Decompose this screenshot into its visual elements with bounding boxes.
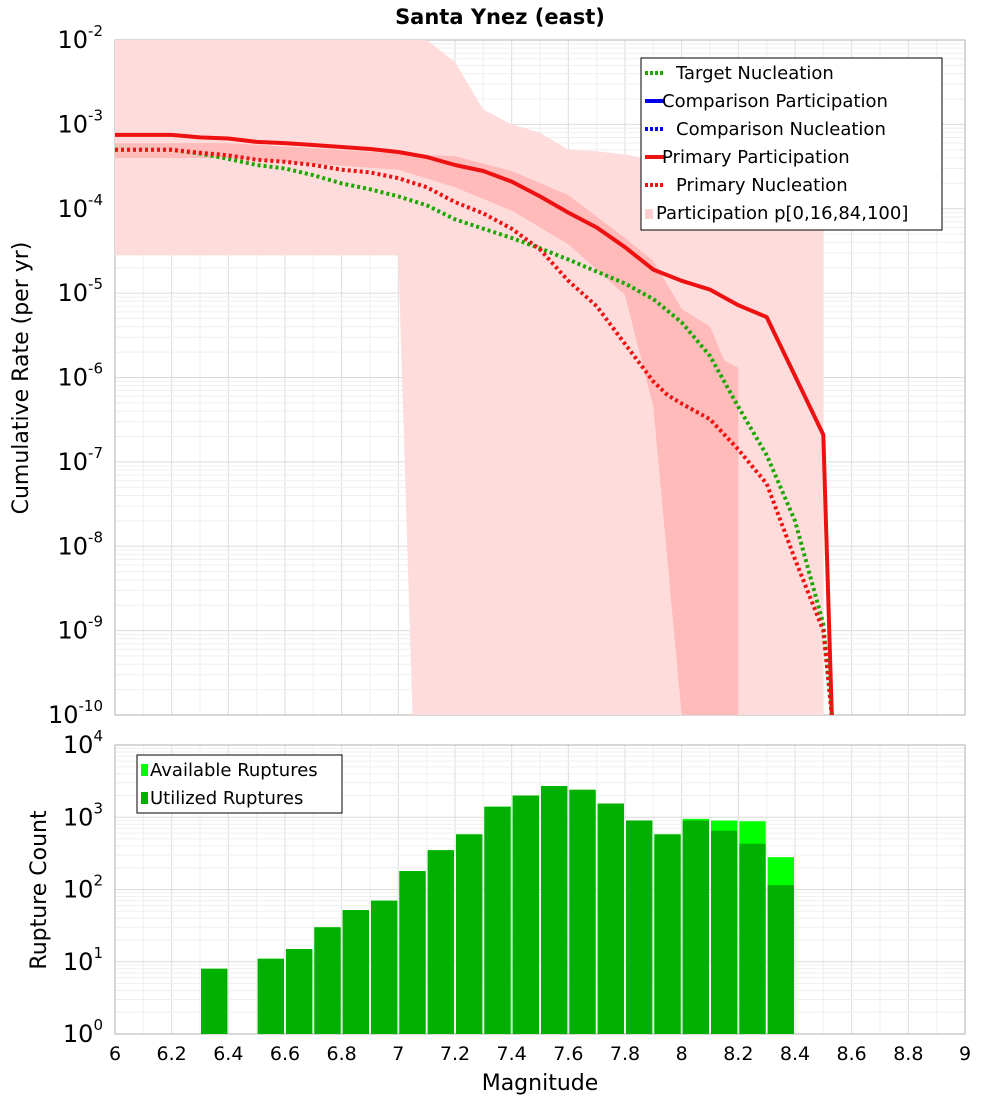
- legend-label: Comparison Participation: [662, 91, 888, 112]
- legend-item: Primary Participation: [645, 147, 850, 168]
- top-y-tick-label: 10-8: [57, 528, 103, 560]
- series-line-primary-participation: [115, 132, 834, 715]
- x-tick-label: 7.8: [610, 1043, 640, 1065]
- utilized-bar: [569, 789, 596, 1034]
- x-tick-label: 8: [676, 1043, 688, 1065]
- bottom-y-tick-label: 102: [63, 872, 103, 904]
- plot-frame: [114, 744, 966, 1035]
- legend-item: Target Nucleation: [645, 63, 834, 84]
- top-y-tick-label: 10-5: [57, 275, 103, 307]
- top-y-tick-label-exponent: -6: [88, 360, 103, 378]
- top-legend: Target Nucleation Comparison Participatio…: [640, 57, 943, 231]
- bottom-y-tick-label: 104: [63, 727, 103, 759]
- utilized-bar: [767, 885, 794, 1034]
- series-line-primary-nucleation: [115, 147, 834, 715]
- bottom-y-tick-label-exponent: 3: [93, 799, 103, 817]
- utilized-bar: [512, 795, 539, 1034]
- legend-label: Utilized Ruptures: [150, 788, 303, 809]
- bottom-y-tick-label-exponent: 2: [93, 872, 103, 890]
- bottom-y-tick-label-exponent: 1: [93, 944, 103, 962]
- legend-swatch: [141, 764, 148, 776]
- bottom-y-tick-label: 101: [63, 944, 103, 976]
- top-y-tick-label-exponent: -8: [88, 528, 103, 546]
- x-tick-label: 6.4: [213, 1043, 243, 1065]
- utilized-bar: [711, 830, 738, 1034]
- utilized-bar: [541, 786, 568, 1034]
- utilized-bar: [626, 820, 653, 1034]
- legend-item: Participation p[0,16,84,100]: [645, 203, 908, 224]
- x-tick-label: 6.8: [327, 1043, 357, 1065]
- legend-label: Available Ruptures: [150, 760, 318, 781]
- top-y-tick-label-exponent: -2: [88, 22, 103, 40]
- legend-item: Comparison Nucleation: [645, 119, 886, 140]
- x-tick-label: 6.2: [157, 1043, 187, 1065]
- legend-label: Target Nucleation: [675, 63, 834, 84]
- top-legend-box: [640, 57, 943, 231]
- utilized-bar: [371, 900, 398, 1034]
- utilized-bar: [739, 843, 766, 1034]
- utilized-bar: [597, 803, 624, 1034]
- utilized-bar: [286, 949, 313, 1034]
- utilized-bar: [201, 968, 228, 1034]
- top-y-tick-label: 10-4: [57, 191, 103, 223]
- x-tick-label: 7: [392, 1043, 404, 1065]
- utilized-bar: [399, 871, 426, 1034]
- bottom-y-tick-label-exponent: 4: [93, 727, 103, 745]
- x-tick-label: 8.6: [837, 1043, 867, 1065]
- top-y-axis-label: Cumulative Rate (per yr): [9, 242, 34, 515]
- legend-label: Primary Nucleation: [676, 175, 848, 196]
- bottom-y-tick-label: 100: [63, 1016, 103, 1048]
- bottom-y-axis-label: Rupture Count: [27, 810, 52, 970]
- utilized-bar: [314, 927, 341, 1034]
- x-tick-label: 6: [109, 1043, 121, 1065]
- bottom-legend-box: [136, 754, 343, 814]
- top-y-tick-label: 10-6: [57, 360, 103, 392]
- x-tick-label: 7.4: [497, 1043, 527, 1065]
- bottom-y-tick-label: 103: [63, 799, 103, 831]
- x-tick-label: 7.6: [553, 1043, 583, 1065]
- x-tick-label: 8.4: [780, 1043, 810, 1065]
- legend-swatch: [141, 792, 148, 804]
- x-tick-label: 6.6: [270, 1043, 300, 1065]
- legend-item: Primary Nucleation: [645, 175, 848, 196]
- x-tick-label: 7.2: [440, 1043, 470, 1065]
- bottom-legend: Available Ruptures Utilized Ruptures: [136, 754, 343, 814]
- top-y-tick-label: 10-3: [57, 106, 103, 138]
- legend-label: Primary Participation: [662, 147, 850, 168]
- x-tick-label: 8.2: [723, 1043, 753, 1065]
- top-y-tick-label-exponent: -10: [79, 697, 104, 715]
- x-tick-label: 8.8: [893, 1043, 923, 1065]
- series-line-target-nucleation: [115, 147, 834, 715]
- utilized-bar: [342, 910, 369, 1034]
- top-y-tick-label-exponent: -4: [88, 191, 103, 209]
- top-y-tick-label-exponent: -7: [88, 444, 103, 462]
- legend-label: Comparison Nucleation: [676, 119, 886, 140]
- utilized-bar: [654, 834, 681, 1034]
- utilized-bar: [682, 820, 709, 1034]
- legend-item: Available Ruptures: [141, 760, 318, 781]
- top-y-tick-label: 10-2: [57, 22, 103, 54]
- utilized-bar: [257, 958, 284, 1034]
- x-tick-label: 9: [959, 1043, 971, 1065]
- top-y-tick-label: 10-9: [57, 613, 103, 645]
- top-y-tick-label: 10-7: [57, 444, 103, 476]
- top-y-tick-label-exponent: -3: [88, 106, 103, 124]
- legend-item: Utilized Ruptures: [141, 788, 303, 809]
- top-y-tick-label-exponent: -9: [88, 613, 103, 631]
- chart-title: Santa Ynez (east): [395, 5, 605, 29]
- utilized-bar: [456, 834, 483, 1034]
- bottom-y-tick-label-exponent: 0: [93, 1016, 103, 1034]
- utilized-bar: [427, 850, 454, 1034]
- legend-label: Participation p[0,16,84,100]: [656, 203, 908, 224]
- top-y-tick-label-exponent: -5: [88, 275, 103, 293]
- legend-swatch: [645, 209, 653, 219]
- rate-plot: 10-10 10-9 10-8 10-7 10-6 10-5 10-4 10-3 10-2 Tar…: [48, 22, 966, 729]
- legend-item: Comparison Participation: [645, 91, 888, 112]
- top-y-tick-label: 10-10: [48, 697, 103, 729]
- x-axis-label: Magnitude: [482, 1071, 599, 1096]
- utilized-bar: [484, 806, 511, 1034]
